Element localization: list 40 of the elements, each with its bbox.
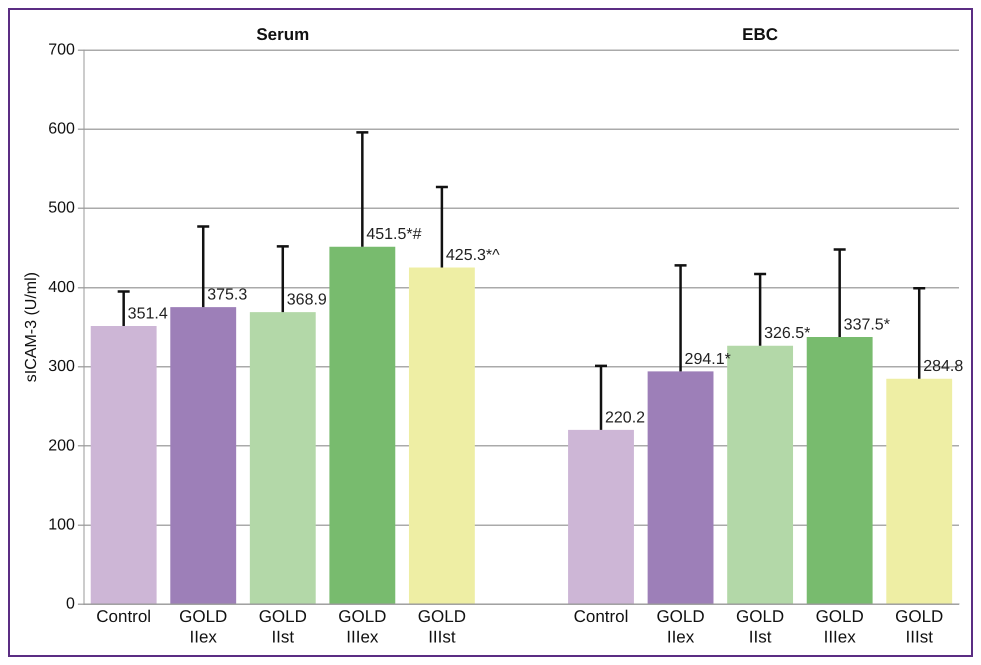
x-tick-label: GOLD IIIst (418, 607, 466, 646)
x-tick-label: GOLD IIst (736, 607, 784, 646)
data-label: 368.9 (286, 292, 327, 309)
y-tick-label: 0 (66, 596, 75, 613)
y-tick-label: 600 (48, 120, 75, 138)
x-tick-label: GOLD IIst (258, 607, 307, 646)
y-axis-title: sICAM-3 (U/ml) (23, 272, 40, 382)
text: Serum (256, 25, 310, 44)
data-label: 425.3*^ (446, 246, 500, 264)
x-tick-label: GOLD IIex (179, 607, 228, 646)
data-label: 337.5* (844, 316, 890, 334)
y-tick-label: 400 (48, 278, 75, 296)
bar (408, 267, 475, 604)
bar (806, 336, 873, 604)
data-label: 294.1* (684, 350, 731, 368)
x-tick-label: GOLD IIIex (816, 607, 864, 646)
data-label: 326.5* (764, 325, 810, 342)
bar (886, 378, 952, 604)
x-tick-label: Control (96, 607, 152, 626)
y-tick-label: 100 (48, 516, 75, 534)
y-tick-label: 200 (48, 437, 75, 454)
data-label: 375.3 (207, 286, 248, 304)
x-tick-label: GOLD IIIst (895, 607, 944, 646)
bar (568, 430, 634, 604)
data-label: 451.5*# (366, 226, 422, 244)
y-tick-label: 500 (48, 200, 75, 217)
text: EBC (742, 25, 778, 44)
bar (90, 326, 157, 604)
x-tick-label: Control (574, 607, 628, 626)
data-label: 351.4 (128, 305, 168, 322)
data-label: 220.2 (605, 409, 646, 426)
bar (329, 246, 396, 604)
bar (648, 371, 714, 604)
x-tick-label: GOLD IIex (656, 607, 705, 646)
data-label: 284.8 (923, 358, 964, 376)
bar (250, 312, 316, 604)
x-tick-label: GOLD IIIex (338, 607, 386, 646)
bar (170, 307, 236, 604)
y-tick-label: 300 (48, 358, 75, 376)
y-tick-label: 700 (48, 41, 75, 58)
